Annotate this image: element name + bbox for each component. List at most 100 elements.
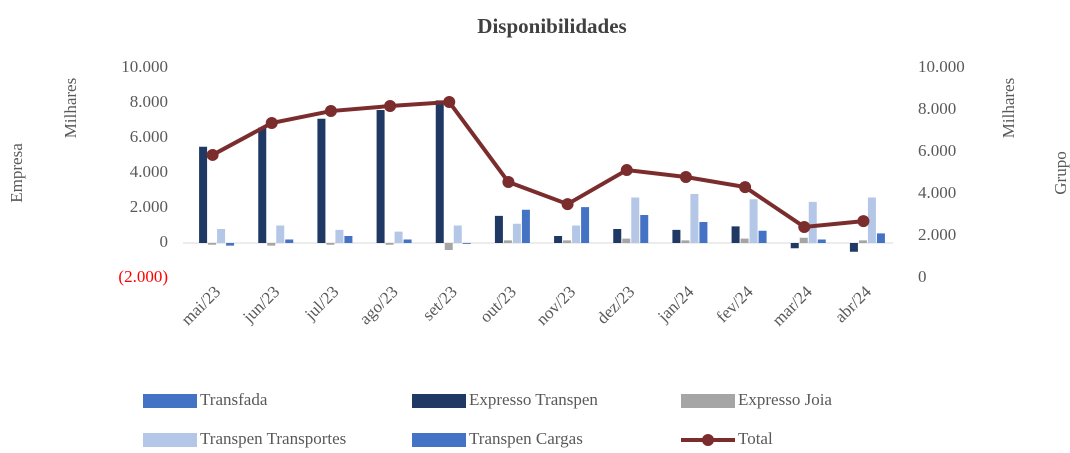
x-tick-label: dez/23 bbox=[593, 282, 638, 327]
bar bbox=[581, 207, 590, 243]
x-tick-label: nov/23 bbox=[532, 282, 579, 329]
bar bbox=[817, 239, 826, 243]
bar bbox=[699, 222, 708, 243]
legend-swatch bbox=[412, 433, 466, 447]
line-marker bbox=[739, 181, 752, 194]
bar bbox=[758, 230, 767, 243]
bar bbox=[790, 243, 799, 249]
y-unit-label: Milhares bbox=[61, 78, 80, 138]
legend-swatch bbox=[143, 433, 197, 447]
bar bbox=[276, 225, 285, 243]
bar bbox=[435, 100, 444, 243]
bar bbox=[326, 243, 335, 245]
y-tick-label: 10.000 bbox=[121, 57, 168, 76]
y-tick-label: 0 bbox=[160, 232, 169, 251]
x-tick-label: abr/24 bbox=[831, 282, 875, 326]
bar bbox=[267, 243, 276, 246]
legend-label: Expresso Transpen bbox=[469, 390, 598, 409]
x-tick-label: jun/23 bbox=[238, 282, 283, 327]
y2-tick-label: 8.000 bbox=[918, 99, 956, 118]
x-tick-label: mar/24 bbox=[768, 282, 816, 330]
legend-label: Total bbox=[738, 429, 773, 448]
line bbox=[211, 99, 864, 230]
line-marker bbox=[443, 96, 456, 109]
legend-label: Transpen Transportes bbox=[200, 429, 346, 448]
legend-swatch bbox=[681, 394, 735, 408]
y2-tick-label: 6.000 bbox=[918, 141, 956, 160]
legend-swatch bbox=[702, 434, 714, 446]
bar bbox=[385, 243, 394, 245]
y-tick-label: 4.000 bbox=[130, 162, 168, 181]
bar bbox=[640, 215, 649, 243]
bar bbox=[681, 240, 690, 243]
line-marker bbox=[857, 215, 870, 228]
x-tick-label: fev/24 bbox=[713, 282, 757, 326]
line-marker bbox=[502, 176, 515, 189]
bar bbox=[799, 237, 808, 243]
bar bbox=[444, 243, 453, 250]
bar bbox=[672, 229, 681, 243]
bar bbox=[808, 201, 817, 243]
bar bbox=[494, 215, 503, 243]
bar bbox=[613, 229, 622, 243]
y2-unit-label: Milhares bbox=[999, 78, 1018, 138]
x-tick-label: ago/23 bbox=[356, 282, 402, 328]
y-tick-label: 6.000 bbox=[130, 127, 168, 146]
bar bbox=[226, 243, 235, 246]
bar bbox=[867, 197, 876, 243]
bar bbox=[199, 146, 208, 243]
legend-swatch bbox=[412, 394, 466, 408]
legend-label: Transfada bbox=[200, 390, 268, 409]
y2-tick-label: 10.000 bbox=[918, 57, 965, 76]
bar bbox=[731, 226, 740, 243]
line-marker bbox=[384, 100, 397, 113]
legend-label: Expresso Joia bbox=[738, 390, 832, 409]
y-tick-label: 2.000 bbox=[130, 197, 168, 216]
bar bbox=[563, 240, 572, 243]
y2-tick-label: 4.000 bbox=[918, 183, 956, 202]
bar bbox=[453, 225, 462, 243]
bar bbox=[344, 236, 353, 243]
bar bbox=[217, 229, 226, 243]
x-tick-label: out/23 bbox=[476, 282, 520, 326]
bar bbox=[208, 243, 217, 245]
bar bbox=[749, 199, 758, 243]
bar bbox=[285, 239, 294, 243]
y-tick-label: (2.000) bbox=[118, 267, 168, 286]
bar bbox=[521, 209, 530, 243]
bar bbox=[376, 110, 385, 243]
bar bbox=[876, 233, 885, 243]
bar bbox=[858, 240, 867, 243]
bar bbox=[572, 225, 581, 243]
line-marker bbox=[798, 220, 811, 233]
line-marker bbox=[206, 148, 219, 161]
bar bbox=[740, 238, 749, 243]
bar bbox=[462, 243, 471, 244]
bar bbox=[554, 236, 563, 243]
line-marker bbox=[620, 164, 633, 177]
bar bbox=[512, 223, 521, 243]
x-tick-label: jan/24 bbox=[653, 282, 698, 327]
x-tick-label: set/23 bbox=[419, 282, 461, 324]
line-marker bbox=[679, 170, 692, 183]
y2-axis-label: Grupo bbox=[1051, 151, 1070, 194]
bar bbox=[394, 231, 403, 243]
y-axis-label: Empresa bbox=[7, 143, 26, 203]
line-marker bbox=[324, 105, 337, 118]
bar bbox=[622, 238, 631, 243]
x-tick-label: mai/23 bbox=[177, 282, 224, 329]
legend-label: Transpen Cargas bbox=[469, 429, 583, 448]
bar bbox=[335, 229, 344, 243]
bar bbox=[849, 243, 858, 252]
y2-tick-label: 2.000 bbox=[918, 225, 956, 244]
y-tick-label: 8.000 bbox=[130, 92, 168, 111]
bar bbox=[503, 240, 512, 243]
bar bbox=[317, 118, 326, 243]
bar bbox=[403, 239, 412, 243]
x-tick-label: jul/23 bbox=[300, 282, 342, 324]
bar bbox=[690, 194, 699, 243]
bar bbox=[631, 197, 640, 243]
line-marker bbox=[265, 117, 278, 130]
bar bbox=[258, 127, 267, 243]
